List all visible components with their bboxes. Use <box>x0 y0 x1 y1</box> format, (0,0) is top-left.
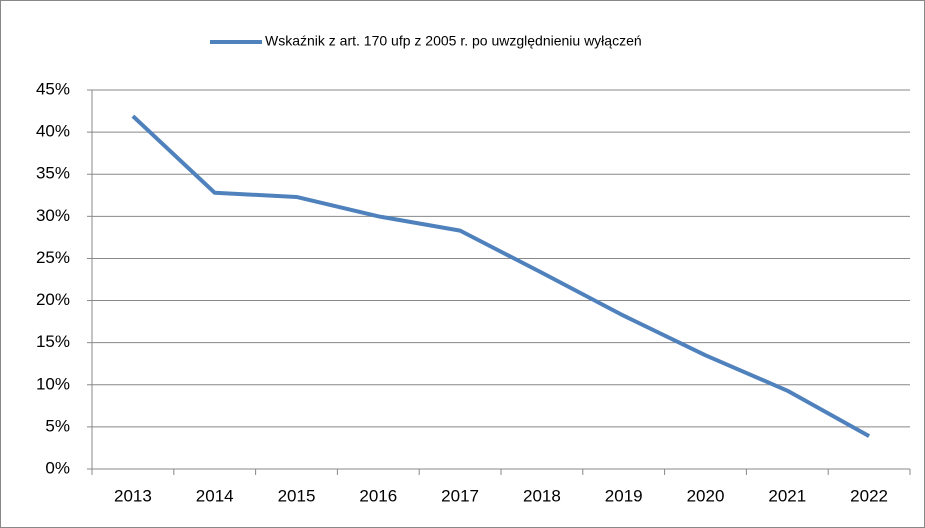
x-tick-label: 2015 <box>278 486 316 505</box>
y-tick-label: 35% <box>36 164 70 183</box>
y-tick-label: 0% <box>45 458 70 477</box>
x-tick-label: 2017 <box>441 486 479 505</box>
x-tick-label: 2022 <box>850 486 888 505</box>
x-tick-label: 2013 <box>114 486 152 505</box>
series-line <box>131 114 871 438</box>
y-tick-label: 10% <box>36 374 70 393</box>
y-tick-label: 5% <box>45 416 70 435</box>
legend-label: Wskaźnik z art. 170 ufp z 2005 r. po uwz… <box>265 33 642 49</box>
y-tick-label: 25% <box>36 248 70 267</box>
x-tick-label: 2021 <box>768 486 806 505</box>
y-tick-label: 15% <box>36 332 70 351</box>
x-tick-label: 2018 <box>523 486 561 505</box>
y-tick-label: 30% <box>36 206 70 225</box>
y-tick-label: 20% <box>36 290 70 309</box>
x-tick-label: 2016 <box>359 486 397 505</box>
x-tick-label: 2019 <box>605 486 643 505</box>
y-tick-label: 40% <box>36 122 70 141</box>
x-tick-label: 2014 <box>196 486 234 505</box>
x-tick-label: 2020 <box>687 486 725 505</box>
y-tick-label: 45% <box>36 79 70 98</box>
